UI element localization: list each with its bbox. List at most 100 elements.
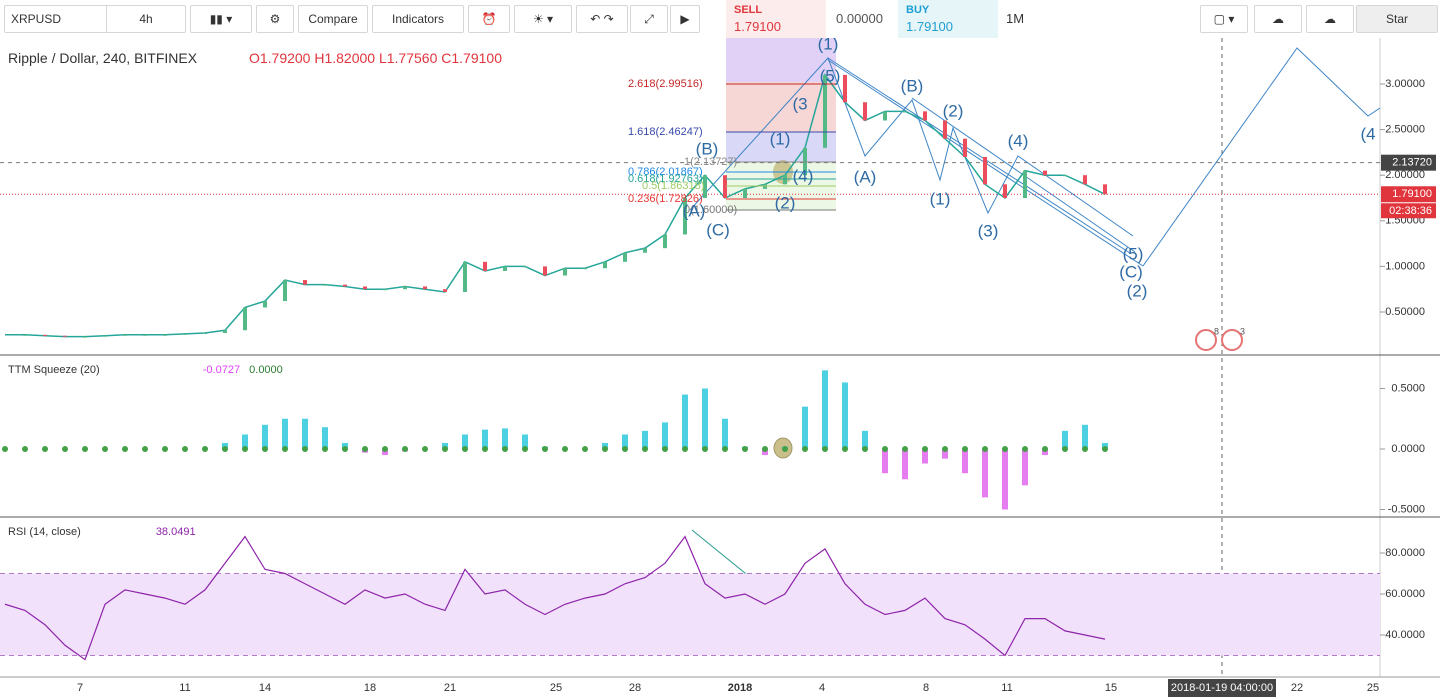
settings[interactable]: ⚙ — [256, 5, 294, 33]
y-tick-label: 0.0000 — [1391, 443, 1425, 455]
candle — [623, 252, 627, 262]
alert[interactable]: ⏰ — [468, 5, 510, 33]
squeeze-legend: TTM Squeeze (20) -0.0727 0.0000 — [8, 364, 283, 376]
histogram-bar — [922, 449, 928, 464]
y-tick-label: 80.0000 — [1385, 547, 1425, 559]
squeeze-dot — [462, 446, 468, 452]
candle — [243, 307, 247, 331]
squeeze-dot — [582, 446, 588, 452]
squeeze-dot — [562, 446, 568, 452]
candle — [43, 334, 47, 336]
wave-label: (A) — [854, 167, 877, 186]
squeeze-dot — [882, 446, 888, 452]
histogram-bar — [882, 449, 888, 474]
squeeze-dot — [82, 446, 88, 452]
candle — [563, 268, 567, 276]
squeeze-dot — [382, 446, 388, 452]
compare[interactable]: Compare — [298, 5, 368, 33]
wave-label: (4 — [1360, 124, 1375, 143]
y-tick-label: 40.0000 — [1385, 629, 1425, 641]
rsi-line — [4, 535, 1106, 661]
price-line — [5, 73, 1106, 338]
histogram-bar — [322, 427, 328, 449]
star[interactable]: Star — [1356, 5, 1438, 33]
wave-label: (A) — [683, 201, 706, 220]
candle — [303, 280, 307, 285]
wave-label: (3) — [978, 221, 999, 240]
spread: 0.00000 — [836, 11, 883, 26]
crosshair-time-tag — [1168, 679, 1276, 697]
undo-redo[interactable]: ↶ ↷ — [576, 5, 628, 33]
x-tick-label: 4 — [819, 682, 825, 694]
candle — [723, 175, 727, 198]
fib-label: 1.618(2.46247) — [628, 126, 703, 138]
countdown-tag — [1381, 203, 1436, 219]
event-icon — [1195, 329, 1217, 351]
chart-style[interactable]: ▮▮ ▾ — [190, 5, 252, 33]
color-picker[interactable]: ▢ ▾ — [1200, 5, 1248, 33]
histogram-bar — [482, 429, 488, 449]
load[interactable]: ☁ — [1254, 5, 1302, 33]
wave-label: (B) — [901, 76, 924, 95]
ohlc: L1.77560 — [378, 50, 438, 66]
histogram-bar — [1062, 430, 1068, 449]
histogram-bar — [842, 382, 848, 449]
candle — [823, 74, 827, 148]
toolbar: XRPUSD 4h ▮▮ ▾ ⚙ Compare Indicators ⏰ ☀ … — [0, 0, 1440, 39]
histogram-bar — [1082, 424, 1088, 449]
candle — [363, 286, 367, 290]
squeeze-dot — [802, 446, 808, 452]
fib-zone — [726, 82, 836, 132]
squeeze-dot — [902, 446, 908, 452]
squeeze-dot — [682, 446, 688, 452]
candle — [983, 156, 987, 185]
squeeze-dot — [362, 446, 368, 452]
sell-box[interactable]: SELL 1.79100 — [726, 0, 826, 38]
histogram-bar — [802, 406, 808, 449]
x-tick-label: 14 — [259, 682, 271, 694]
candle — [463, 261, 467, 292]
squeeze-dot — [602, 446, 608, 452]
buy-price: 1.79100 — [906, 19, 953, 34]
event-count: 3 — [1240, 326, 1245, 336]
x-tick-label: 18 — [364, 682, 376, 694]
x-tick-label: 25 — [1367, 682, 1379, 694]
wave-label: (4) — [1008, 131, 1029, 150]
candle — [443, 289, 447, 292]
squeeze-dot — [2, 446, 8, 452]
candle — [483, 261, 487, 271]
histogram-bar — [622, 434, 628, 449]
squeeze-dot — [162, 446, 168, 452]
squeeze-dot — [822, 446, 828, 452]
buy-box[interactable]: BUY 1.79100 — [898, 0, 998, 38]
save[interactable]: ☁ — [1306, 5, 1354, 33]
wave-label: (2) — [775, 193, 796, 212]
candle — [263, 301, 267, 308]
fib-zone — [726, 38, 836, 82]
candle — [1103, 184, 1107, 195]
fib-label: 2.618(2.99516) — [628, 78, 703, 90]
squeeze-dot — [142, 446, 148, 452]
interval[interactable]: 4h — [106, 5, 186, 33]
candle — [103, 335, 107, 337]
x-tick-label: 7 — [77, 682, 83, 694]
symbol-input[interactable]: XRPUSD — [4, 5, 108, 33]
x-tick-label: 28 — [629, 682, 641, 694]
indicators[interactable]: Indicators — [372, 5, 464, 33]
squeeze-dot — [122, 446, 128, 452]
fullscreen[interactable]: ⤢ — [630, 5, 668, 33]
candle — [63, 335, 67, 337]
squeeze-dot — [442, 446, 448, 452]
candle — [423, 286, 427, 290]
histogram-bar — [1102, 442, 1108, 449]
size[interactable]: 1M — [1006, 11, 1025, 26]
squeeze-dot — [242, 446, 248, 452]
theme[interactable]: ☀ ▾ — [514, 5, 572, 33]
ohlc: H1.82000 — [314, 50, 376, 66]
replay[interactable]: ▶ — [670, 5, 700, 33]
squeeze-dot — [322, 446, 328, 452]
wave-label: (C) — [706, 220, 730, 239]
squeeze-dot — [302, 446, 308, 452]
candle — [1003, 184, 1007, 198]
wave-line — [1142, 47, 1381, 267]
